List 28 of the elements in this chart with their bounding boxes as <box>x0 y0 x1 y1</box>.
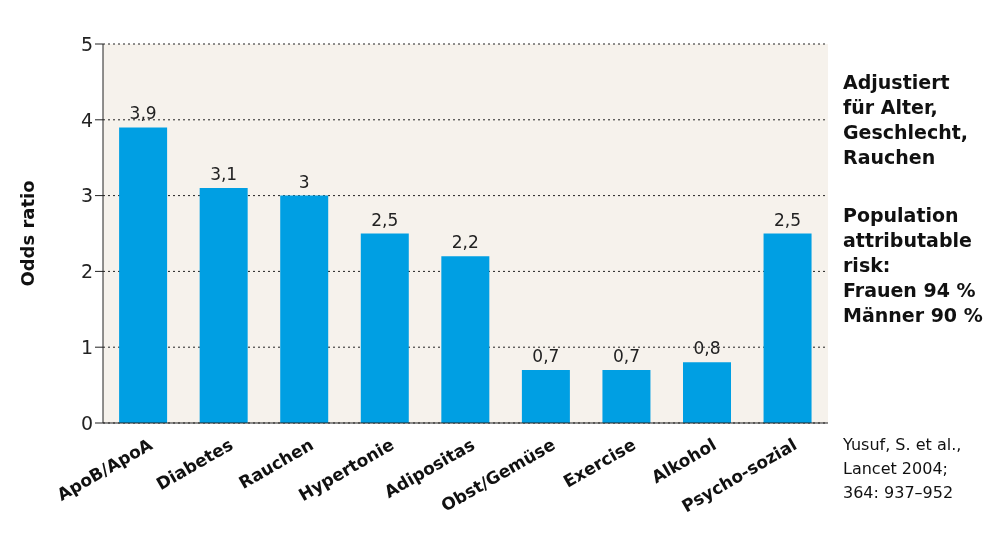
data-label: 0,7 <box>612 345 640 366</box>
y-tick-label: 2 <box>80 260 93 283</box>
data-label: 0,8 <box>693 338 721 359</box>
data-label: 2,5 <box>371 209 399 230</box>
y-tick-label: 0 <box>80 411 93 434</box>
bar <box>119 127 168 423</box>
text: Adjustiert für Alter, Geschlecht, Rauchen <box>843 70 969 170</box>
data-label: 3,9 <box>129 103 157 124</box>
bar <box>763 233 812 423</box>
text: Population attributable risk: Frauen 94 % Männer 90 % <box>843 203 983 328</box>
y-tick-label: 1 <box>80 335 93 358</box>
data-label: 0,7 <box>532 345 560 366</box>
y-tick-label: 4 <box>80 108 93 131</box>
y-tick-label: 5 <box>80 32 93 55</box>
bar <box>199 188 248 423</box>
bar <box>441 256 490 423</box>
data-label: 2,5 <box>774 209 802 230</box>
y-axis-title: Odds ratio <box>17 180 39 287</box>
bar <box>602 369 651 423</box>
data-label: 3 <box>298 171 310 192</box>
text: Yusuf, S. et al., Lancet 2004; 364: 937–952 <box>843 434 962 504</box>
bar <box>360 233 409 423</box>
y-tick-label: 3 <box>80 184 93 207</box>
bar <box>521 369 570 423</box>
data-label: 3,1 <box>210 164 238 185</box>
bar <box>280 195 329 423</box>
data-label: 2,2 <box>451 232 479 253</box>
bar <box>683 362 731 423</box>
